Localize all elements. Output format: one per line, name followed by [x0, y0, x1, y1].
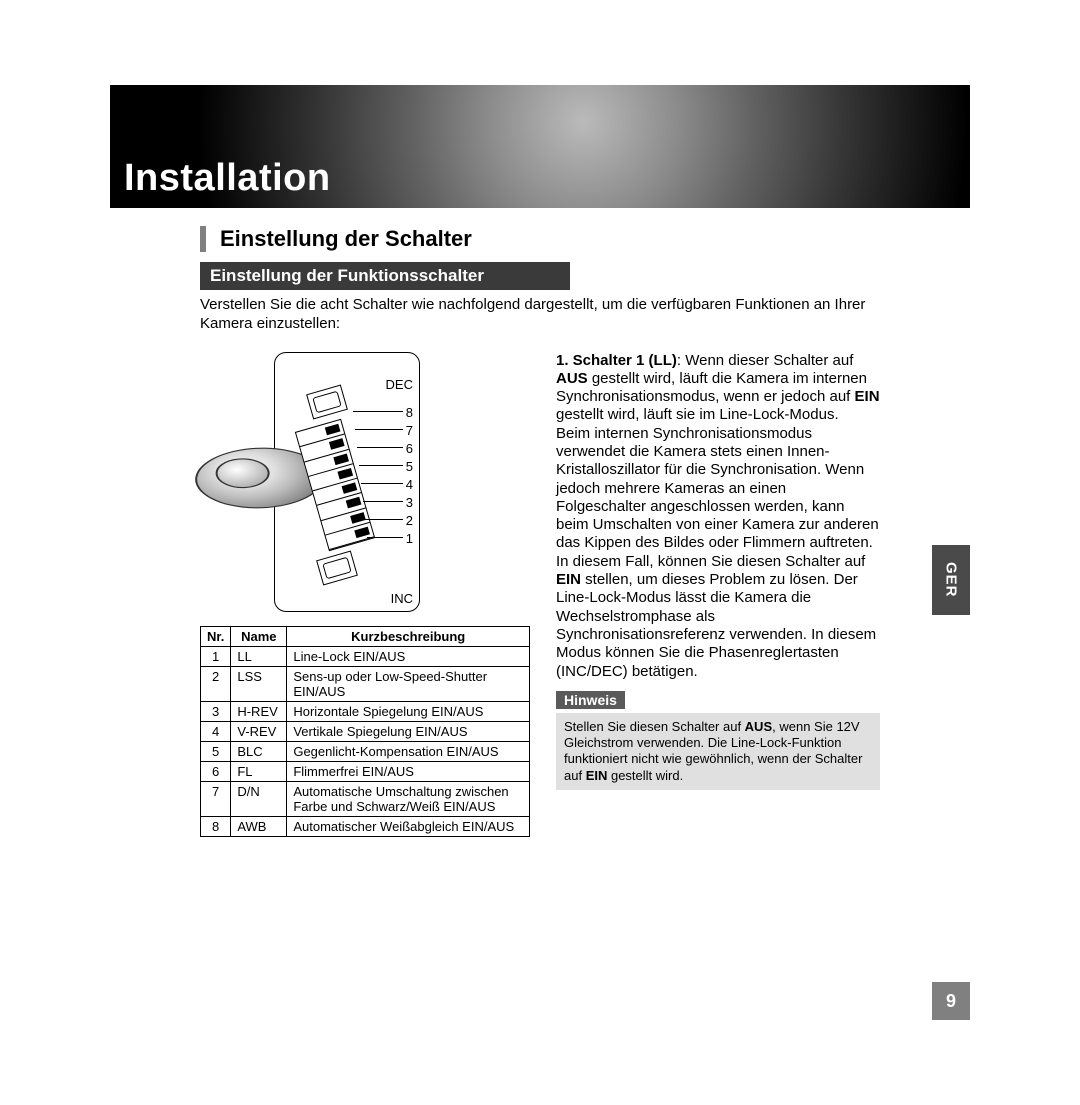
cell-nr: 8: [201, 816, 231, 836]
switch1-text: 1. Schalter 1 (LL): Wenn dieser Schalter…: [556, 352, 880, 681]
cell-name: V-REV: [231, 721, 287, 741]
fig-num-3: 3: [406, 495, 413, 510]
fig-num-4: 4: [406, 477, 413, 492]
cell-desc: Gegenlicht-Kompensation EIN/AUS: [287, 741, 530, 761]
cell-nr: 3: [201, 701, 231, 721]
cell-name: D/N: [231, 781, 287, 816]
cell-desc: Sens-up oder Low-Speed-Shutter EIN/AUS: [287, 666, 530, 701]
cell-nr: 1: [201, 646, 231, 666]
left-column: DEC INC 8 7 6 5 4 3 2 1: [200, 352, 530, 837]
table-row: 2LSSSens-up oder Low-Speed-Shutter EIN/A…: [201, 666, 530, 701]
switch-figure: DEC INC 8 7 6 5 4 3 2 1: [274, 352, 420, 612]
cell-desc: Automatischer Weißabgleich EIN/AUS: [287, 816, 530, 836]
cell-name: LSS: [231, 666, 287, 701]
cell-nr: 4: [201, 721, 231, 741]
page-number: 9: [932, 982, 970, 1020]
intro-text: Verstellen Sie die acht Schalter wie nac…: [200, 296, 880, 334]
table-row: 4V-REVVertikale Spiegelung EIN/AUS: [201, 721, 530, 741]
cell-desc: Line-Lock EIN/AUS: [287, 646, 530, 666]
th-nr: Nr.: [201, 626, 231, 646]
dec-knob: [306, 384, 348, 419]
language-tab: GER: [932, 545, 970, 615]
fig-num-7: 7: [406, 423, 413, 438]
section-heading: Einstellung der Schalter: [200, 226, 880, 252]
table-row: 6FLFlimmerfrei EIN/AUS: [201, 761, 530, 781]
table-row: 8AWBAutomatischer Weißabgleich EIN/AUS: [201, 816, 530, 836]
table-header-row: Nr. Name Kurzbeschreibung: [201, 626, 530, 646]
th-name: Name: [231, 626, 287, 646]
cell-nr: 2: [201, 666, 231, 701]
hinweis-box: Stellen Sie diesen Schalter auf AUS, wen…: [556, 713, 880, 790]
dec-label: DEC: [386, 377, 413, 392]
page-frame: Installation Einstellung der Schalter Ei…: [110, 85, 970, 1020]
cell-desc: Vertikale Spiegelung EIN/AUS: [287, 721, 530, 741]
cell-name: H-REV: [231, 701, 287, 721]
cell-name: BLC: [231, 741, 287, 761]
inc-knob: [316, 550, 358, 585]
content-area: Einstellung der Schalter Einstellung der…: [110, 208, 970, 837]
subsection-bar: Einstellung der Funktionsschalter: [200, 262, 570, 290]
table-row: 3H-REVHorizontale Spiegelung EIN/AUS: [201, 701, 530, 721]
fig-num-8: 8: [406, 405, 413, 420]
cell-desc: Flimmerfrei EIN/AUS: [287, 761, 530, 781]
fig-num-2: 2: [406, 513, 413, 528]
table-row: 1LLLine-Lock EIN/AUS: [201, 646, 530, 666]
two-column-layout: DEC INC 8 7 6 5 4 3 2 1: [200, 352, 880, 837]
hinweis-label: Hinweis: [556, 691, 625, 709]
cell-name: FL: [231, 761, 287, 781]
right-column: 1. Schalter 1 (LL): Wenn dieser Schalter…: [556, 352, 880, 837]
cell-name: AWB: [231, 816, 287, 836]
table-row: 5BLCGegenlicht-Kompensation EIN/AUS: [201, 741, 530, 761]
th-desc: Kurzbeschreibung: [287, 626, 530, 646]
fig-num-5: 5: [406, 459, 413, 474]
cell-name: LL: [231, 646, 287, 666]
cell-desc: Horizontale Spiegelung EIN/AUS: [287, 701, 530, 721]
inc-label: INC: [391, 591, 413, 606]
switch1-lead: 1. Schalter 1 (LL): [556, 352, 677, 369]
cell-nr: 6: [201, 761, 231, 781]
switch-table: Nr. Name Kurzbeschreibung 1LLLine-Lock E…: [200, 626, 530, 837]
cell-desc: Automatische Umschaltung zwischen Farbe …: [287, 781, 530, 816]
chapter-banner: Installation: [110, 85, 970, 208]
table-row: 7D/NAutomatische Umschaltung zwischen Fa…: [201, 781, 530, 816]
cell-nr: 5: [201, 741, 231, 761]
chapter-title: Installation: [124, 157, 331, 200]
fig-num-6: 6: [406, 441, 413, 456]
fig-num-1: 1: [406, 531, 413, 546]
cell-nr: 7: [201, 781, 231, 816]
